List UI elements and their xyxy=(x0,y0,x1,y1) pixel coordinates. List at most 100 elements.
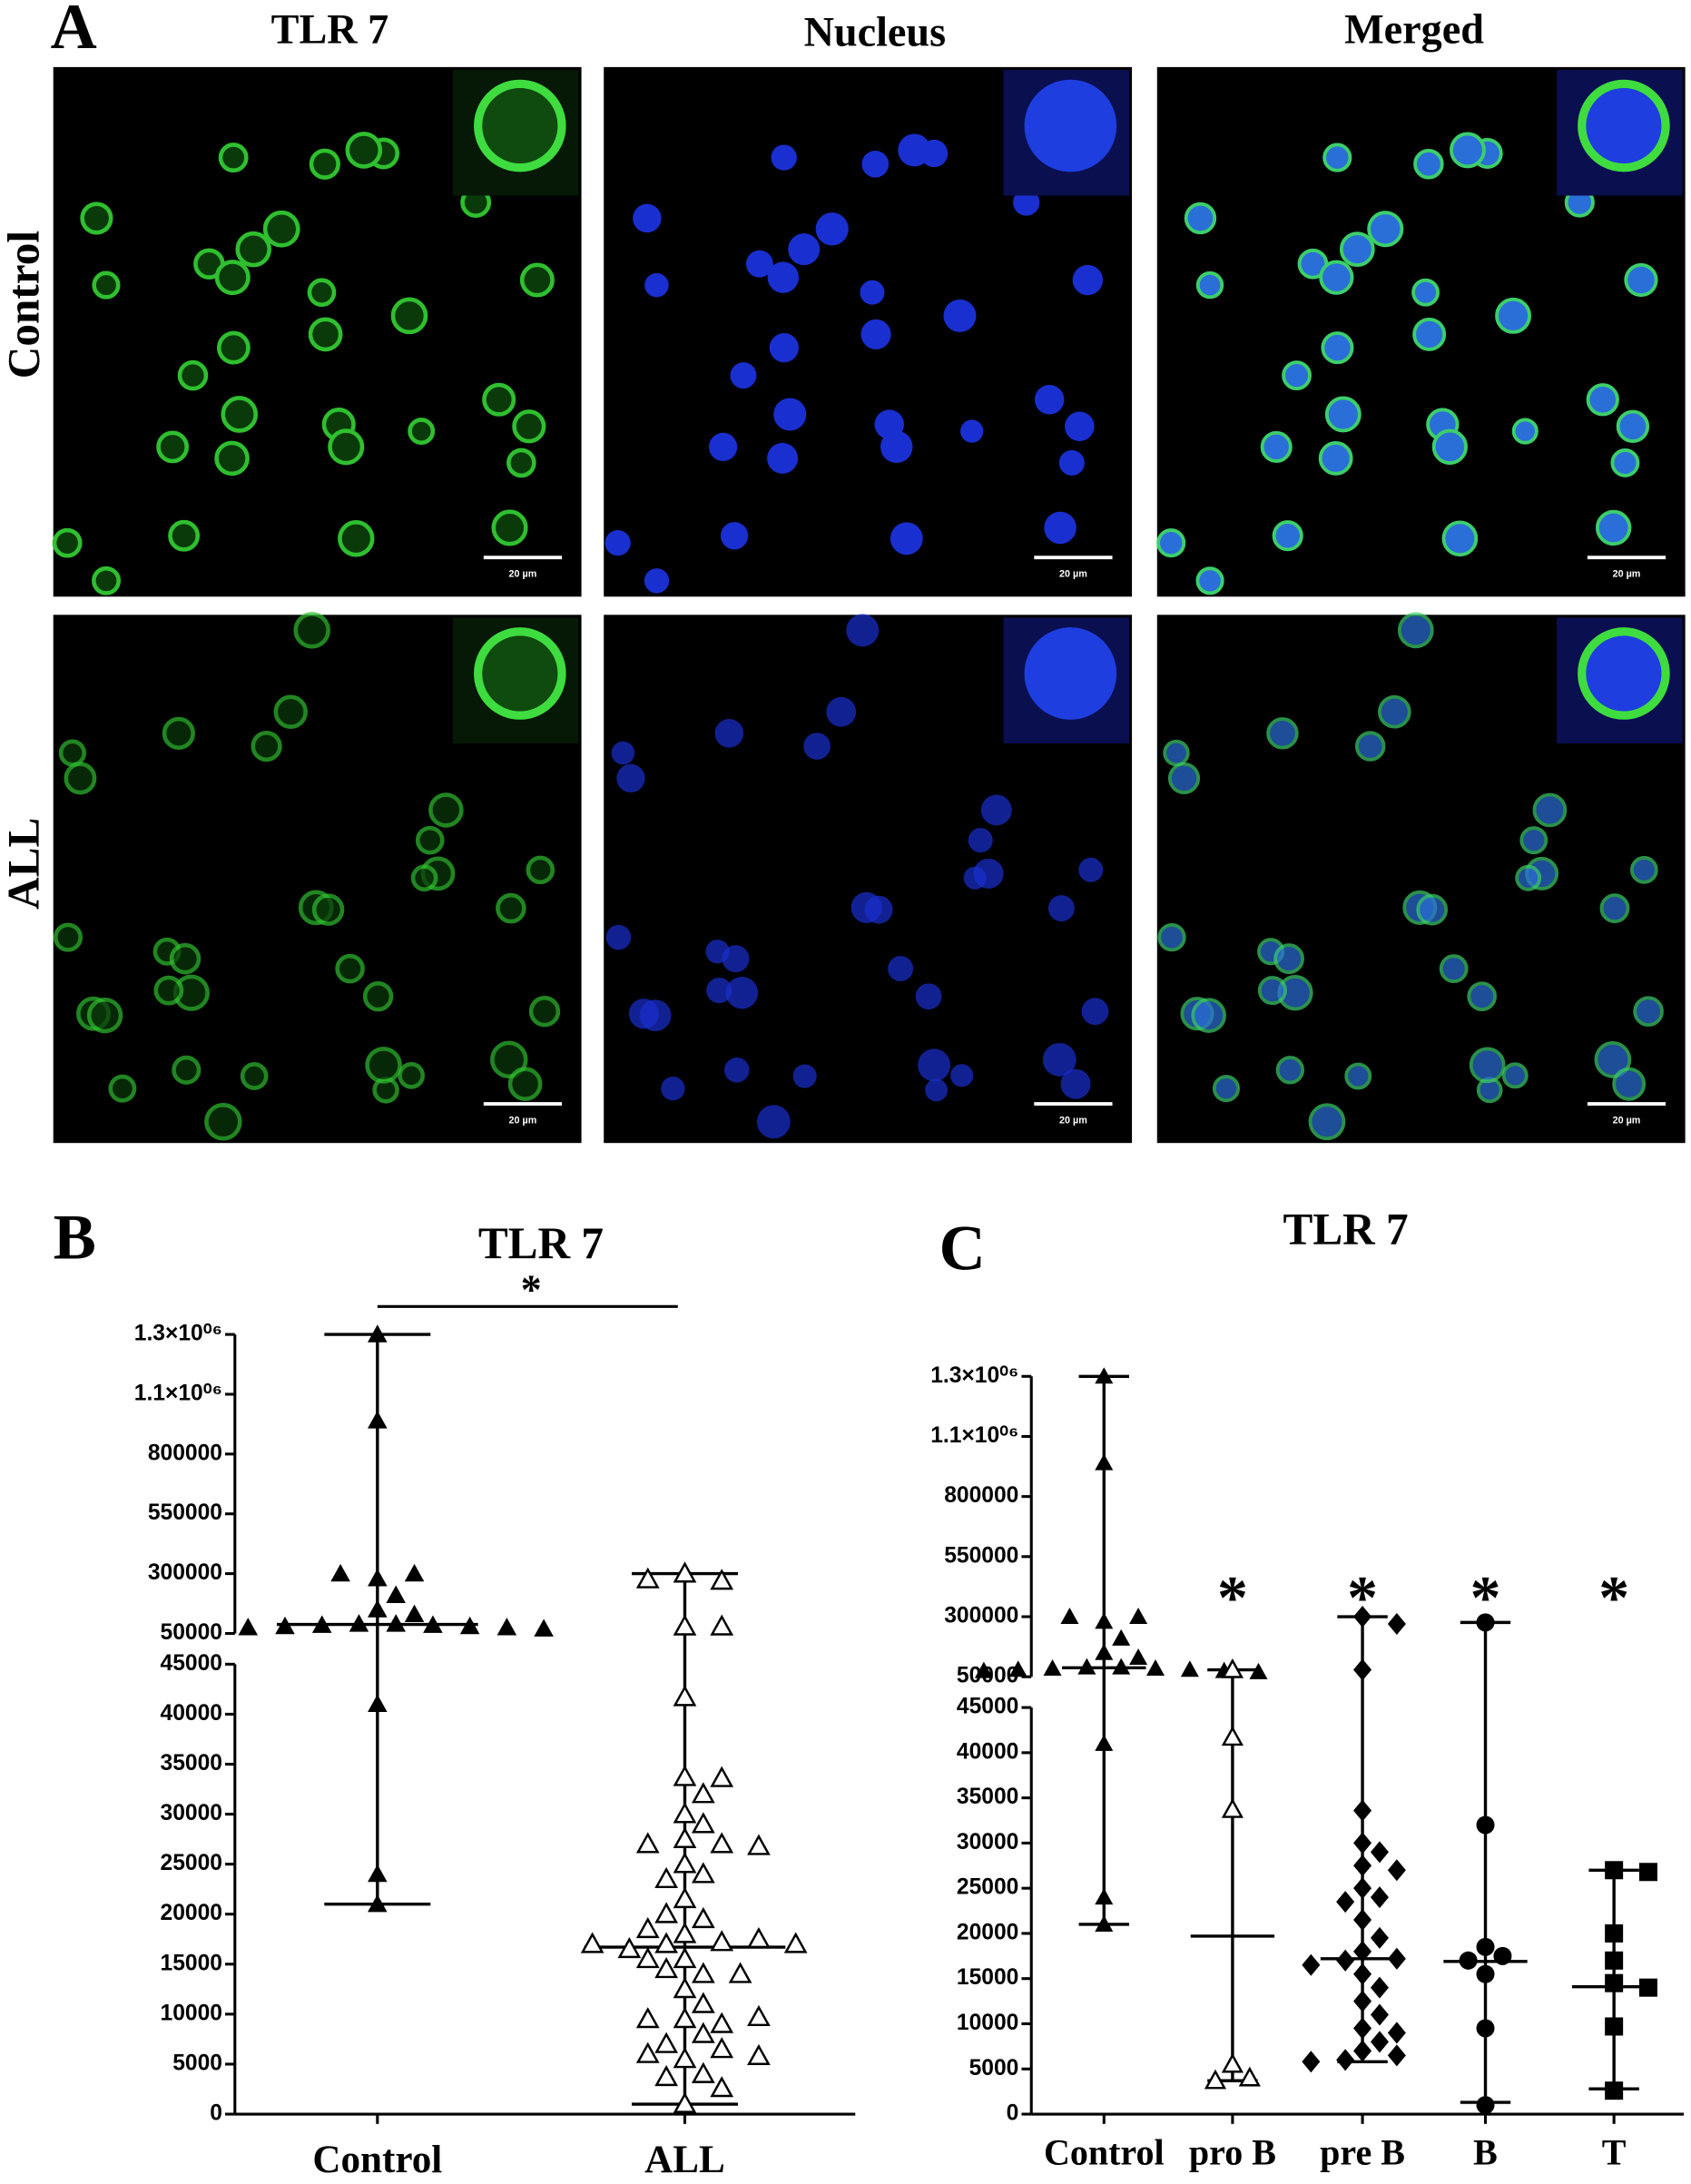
data-point xyxy=(1353,1909,1372,1932)
x-tick-label: B xyxy=(1473,2131,1498,2172)
data-point xyxy=(974,1661,993,1678)
cell xyxy=(177,359,209,391)
panel-label: B xyxy=(54,1202,96,1273)
data-point xyxy=(691,1992,715,2013)
cell xyxy=(950,1064,974,1087)
cell xyxy=(528,996,561,1028)
cell xyxy=(415,825,445,855)
data-point xyxy=(1493,1946,1512,1965)
inset-cell xyxy=(474,627,566,720)
data-point xyxy=(1146,1658,1165,1676)
cell xyxy=(1610,448,1640,477)
cell xyxy=(861,150,890,178)
cell xyxy=(1047,895,1075,922)
scale-bar-label: 20 µm xyxy=(509,569,537,580)
data-point xyxy=(1336,1949,1355,1972)
data-point xyxy=(1638,1978,1657,1997)
cell xyxy=(1191,998,1226,1033)
data-point xyxy=(673,1561,697,1583)
cell xyxy=(204,1103,242,1141)
data-point xyxy=(710,1569,734,1590)
cell xyxy=(880,430,913,464)
data-point xyxy=(580,1932,605,1953)
cell xyxy=(1441,520,1479,557)
cell xyxy=(605,924,632,950)
cell xyxy=(1195,271,1224,300)
significance-mark: * xyxy=(1347,1564,1378,1632)
data-point xyxy=(1221,1726,1244,1746)
cell xyxy=(1282,360,1312,390)
data-point xyxy=(238,1618,259,1636)
cell xyxy=(365,1047,402,1084)
data-point xyxy=(691,1862,715,1884)
data-point xyxy=(654,2064,678,2087)
cell xyxy=(1034,385,1065,415)
cell xyxy=(1594,1041,1632,1078)
cell xyxy=(507,1067,543,1102)
cell xyxy=(1322,143,1352,172)
cell xyxy=(240,1062,269,1090)
significance-mark: * xyxy=(1598,1564,1629,1632)
y-tick-label: 0 xyxy=(1007,2101,1019,2126)
cell xyxy=(1495,297,1531,334)
cell xyxy=(1532,792,1568,828)
inset-cell xyxy=(1024,79,1117,172)
cell xyxy=(1439,954,1469,983)
cell xyxy=(756,1105,791,1139)
data-point xyxy=(635,1916,660,1939)
cell xyxy=(92,271,121,300)
cell xyxy=(235,231,272,268)
data-point xyxy=(747,1834,771,1855)
cell xyxy=(943,299,977,332)
cell xyxy=(980,794,1012,826)
cell xyxy=(1195,566,1224,595)
cell xyxy=(616,763,645,793)
data-point xyxy=(368,1599,388,1618)
data-point xyxy=(1060,1608,1079,1625)
cell xyxy=(1065,411,1095,442)
data-point xyxy=(1077,1658,1096,1675)
data-point xyxy=(673,1765,697,1786)
cell xyxy=(860,319,891,349)
data-point xyxy=(617,1936,642,1959)
data-point xyxy=(747,1926,771,1949)
cell xyxy=(915,983,942,1010)
data-point xyxy=(1387,1947,1406,1970)
y-tick-label: 30000 xyxy=(161,1801,222,1825)
cell xyxy=(1318,440,1353,476)
cell xyxy=(1044,511,1077,545)
inset-cell xyxy=(1578,79,1670,172)
data-point xyxy=(459,1616,480,1635)
cell xyxy=(216,330,251,365)
cell xyxy=(644,568,670,594)
cell xyxy=(1450,132,1486,169)
cell xyxy=(1060,1068,1091,1099)
cell xyxy=(214,260,251,296)
x-tick-label: Control xyxy=(1044,2131,1165,2172)
data-point xyxy=(1336,2049,1355,2071)
cell xyxy=(58,739,86,767)
column-title: Nucleus xyxy=(804,9,946,55)
data-point xyxy=(1387,2044,1406,2067)
cell xyxy=(80,202,113,235)
data-point xyxy=(654,1902,678,1923)
y-tick-label: 20000 xyxy=(957,1920,1018,1944)
y-tick-label: 45000 xyxy=(957,1695,1018,1719)
data-point xyxy=(673,1852,697,1874)
data-point xyxy=(691,1906,715,1929)
data-point xyxy=(673,1685,697,1707)
y-tick-label: 30000 xyxy=(957,1830,1018,1854)
cell xyxy=(335,953,365,984)
cell xyxy=(1367,211,1404,248)
data-point xyxy=(404,1563,425,1582)
cell xyxy=(1501,1062,1529,1089)
cell xyxy=(633,203,662,233)
data-point xyxy=(1476,1964,1495,1983)
cell xyxy=(1397,612,1434,649)
scale-bar-label: 20 µm xyxy=(1059,569,1087,580)
data-point xyxy=(1336,1891,1355,1913)
cell xyxy=(1624,262,1658,298)
cell xyxy=(730,362,757,389)
cell xyxy=(1324,396,1362,433)
data-point xyxy=(1353,1854,1372,1877)
